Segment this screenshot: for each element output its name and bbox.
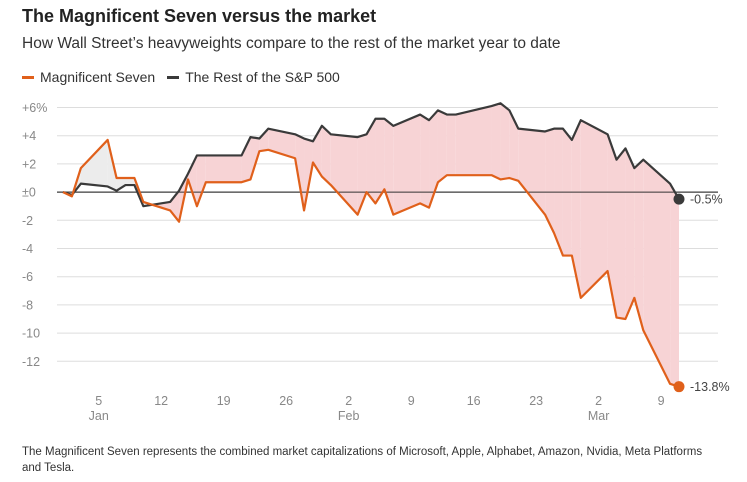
x-month-label: Mar [588,409,610,423]
y-tick-label: ±0 [22,186,36,200]
band-fill [670,183,679,387]
legend-swatch-rest [167,75,180,79]
y-tick-label: -6 [22,270,33,284]
x-tick-label: 26 [279,394,293,408]
x-month-label: Feb [338,409,360,423]
band-fill [571,120,581,298]
band-fill [187,155,197,207]
y-tick-label: -2 [22,214,33,228]
band-fill [616,148,626,319]
band-fill [545,128,555,233]
y-tick-label: -8 [22,298,33,312]
y-tick-label: +2 [22,157,36,171]
band-fill [625,148,635,319]
x-tick-label: 19 [217,394,231,408]
band-fill [357,134,367,215]
y-tick-label: -4 [22,242,33,256]
x-month-label: Jan [89,409,109,423]
band-fill [429,110,438,208]
series-line-mag7 [62,138,680,388]
band-fill [518,128,546,215]
chart-subtitle: How Wall Street’s heavyweights compare t… [22,35,561,52]
y-tick-label: -12 [22,355,40,369]
y-tick-label: +6% [22,101,47,115]
band-fill [170,190,180,222]
x-tick-label: 5 [95,394,102,408]
band-fill [366,118,376,204]
series-line-rest [62,102,680,208]
band-fill [241,137,251,183]
legend-label-mag7: Magnificent Seven [40,69,156,85]
x-tick-label: 2 [345,394,352,408]
band-fill [80,139,108,187]
band-fill [393,114,421,215]
band-fill [125,178,135,186]
x-tick-label: 23 [529,394,543,408]
chart-title: The Magnificent Seven versus the market [22,6,377,26]
band-fill [580,120,608,298]
band-fill [455,106,492,176]
band-fill [500,103,510,180]
legend-item-mag7: Magnificent Seven [22,69,155,85]
legend-label-rest: The Rest of the S&P 500 [185,69,340,85]
band-fill [259,128,269,152]
end-label-mag7: -13.8% [690,380,730,394]
end-marker-rest [673,193,685,205]
band-fill [375,118,385,204]
band-fill [607,134,617,318]
legend: Magnificent Seven The Rest of the S&P 50… [22,69,352,85]
x-tick-label: 2 [595,394,602,408]
legend-swatch-mag7 [22,75,34,79]
footnote: The Magnificent Seven represents the com… [22,446,703,474]
x-tick-label: 16 [467,394,481,408]
band-fill [321,125,331,186]
band-fill [509,110,519,181]
band-fill [491,103,501,180]
band-fill [384,118,394,215]
band-fill [330,134,358,215]
end-label-rest: -0.5% [690,193,723,207]
x-tick-label: 9 [658,394,665,408]
band-fill [205,155,242,183]
band-fill [196,155,206,207]
x-tick-label: 9 [408,394,415,408]
end-marker-mag7 [673,381,685,393]
band-fill [634,159,644,331]
band-fill [437,110,447,183]
y-tick-label: +4 [22,129,36,143]
band-fill [116,178,126,191]
legend-item-rest: The Rest of the S&P 500 [167,69,340,85]
band-fill [643,159,671,384]
y-tick-label: -10 [22,327,40,341]
x-tick-label: 12 [154,394,168,408]
band-fill [420,114,430,208]
band-fill [446,114,456,176]
